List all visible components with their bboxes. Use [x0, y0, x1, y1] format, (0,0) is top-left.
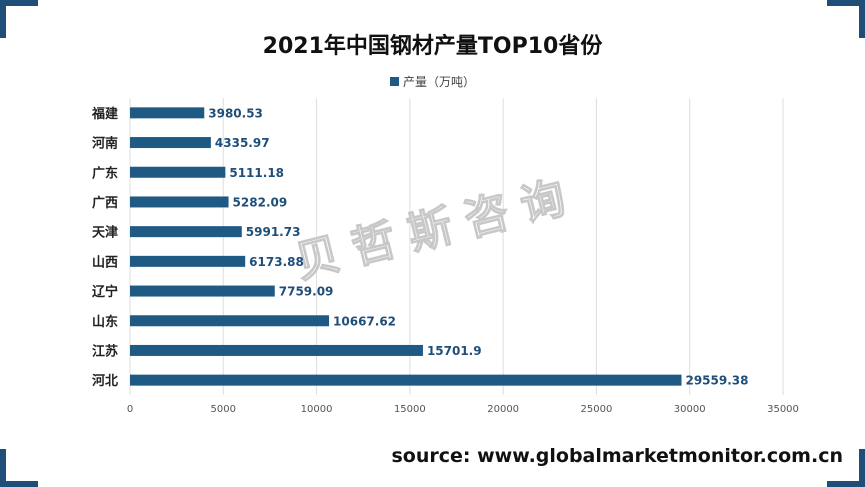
legend-swatch	[389, 77, 399, 86]
corner-top-right-h	[827, 0, 865, 6]
chart-bars	[130, 107, 682, 386]
bar	[130, 137, 211, 149]
category-label: 天津	[92, 225, 118, 241]
data-label: 7759.09	[279, 285, 334, 299]
bar	[130, 344, 423, 356]
bar	[130, 285, 275, 297]
corner-bottom-left-v	[0, 449, 6, 487]
x-tick-label: 10000	[301, 404, 333, 415]
x-tick-label: 0	[127, 404, 133, 415]
x-tick-label: 30000	[674, 404, 706, 415]
data-label: 3980.53	[208, 106, 263, 120]
corner-bottom-right-h	[827, 481, 865, 487]
data-label: 4335.97	[215, 136, 270, 150]
corner-top-left-v	[0, 0, 6, 38]
value-labels: 3980.53 4335.97 5111.18 5282.09 5991.73 6173.…	[208, 106, 748, 387]
category-label: 江苏	[92, 343, 118, 359]
category-label: 山西	[92, 254, 118, 270]
source-credit: source: www.globalmarketmonitor.com.cn	[391, 445, 844, 467]
x-tick-label: 5000	[211, 404, 236, 415]
bar	[130, 166, 226, 178]
x-axis-ticks: 0 5000 10000 15000 20000 25000 30000 35000	[127, 404, 799, 415]
category-label: 广西	[92, 195, 118, 211]
corner-top-left-h	[0, 0, 38, 6]
chart-legend: 产量（万吨）	[0, 73, 865, 90]
category-label: 河南	[92, 136, 118, 152]
data-label: 5991.73	[246, 225, 301, 239]
bar	[130, 107, 205, 119]
bar	[130, 315, 330, 327]
bar	[130, 226, 242, 238]
category-label: 河北	[92, 373, 118, 389]
corner-top-right-v	[859, 0, 865, 38]
watermark-text: 贝哲斯咨询	[290, 169, 584, 289]
bar	[130, 374, 682, 386]
data-label: 5111.18	[229, 166, 284, 180]
data-label: 29559.38	[685, 374, 748, 388]
corner-bottom-right-v	[859, 449, 865, 487]
x-tick-label: 25000	[581, 404, 613, 415]
category-label: 福建	[91, 106, 118, 122]
category-label: 山东	[92, 314, 118, 330]
data-label: 6173.88	[249, 255, 304, 269]
data-label: 10667.62	[333, 314, 396, 328]
x-tick-label: 35000	[767, 404, 799, 415]
corner-bottom-left-h	[0, 481, 38, 487]
category-label: 辽宁	[92, 284, 118, 300]
x-tick-label: 15000	[394, 404, 426, 415]
bar	[130, 255, 246, 267]
category-label: 广东	[92, 165, 118, 181]
page-title: 2021年中国钢材产量TOP10省份	[262, 34, 603, 59]
x-tick-label: 20000	[487, 404, 519, 415]
data-label: 5282.09	[233, 195, 288, 209]
legend-label: 产量（万吨）	[402, 75, 475, 89]
data-label: 15701.9	[427, 344, 482, 358]
bar	[130, 196, 229, 208]
